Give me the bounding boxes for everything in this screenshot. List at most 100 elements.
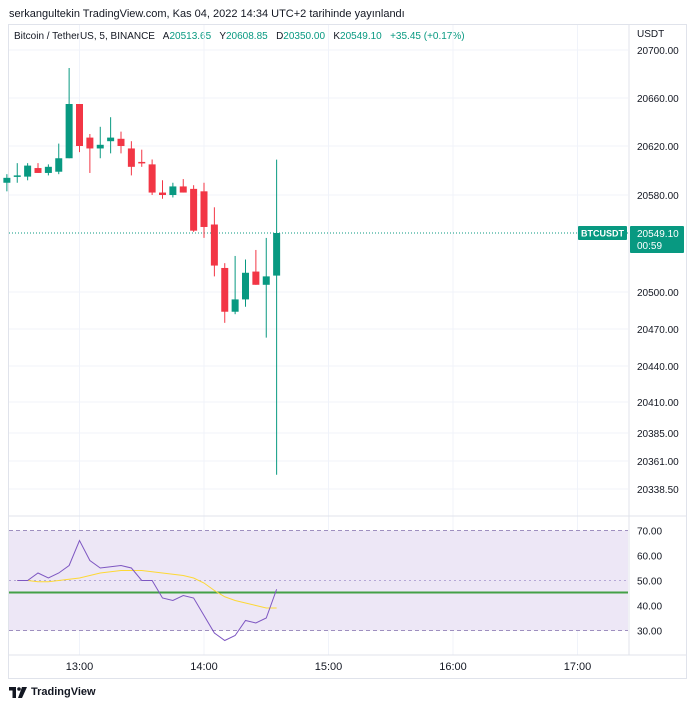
candle-body [55,158,63,172]
candle-body [169,186,177,195]
price-tick-label: 20385.00 [637,429,679,440]
candle-body [24,165,32,177]
chart-frame [8,24,687,679]
time-tick-label: 13:00 [66,661,94,673]
candle [24,163,32,181]
candle-body [13,175,21,177]
candle-body [96,144,104,149]
legend-low-label: D [276,31,284,42]
candle-body [221,267,229,312]
candle [210,207,218,277]
price-axis: USDT 20700.00 20660.00 20620.00 20580.00 2050… [637,29,679,496]
price-tick-label: 20660.00 [637,94,679,105]
publish-line: serkangultekin TradingView.com, Kas 04, … [9,8,405,20]
candle [65,68,73,159]
time-tick-label: 14:00 [190,661,218,673]
candle [252,249,260,285]
candle-body [34,168,42,173]
candle [76,104,83,153]
price-tag-box [630,226,684,253]
candle-body [273,233,281,276]
rsi-tick-label: 40.00 [637,602,662,613]
candle-body [231,299,239,312]
candle [44,164,52,176]
rsi-pane: 70.00 60.00 50.00 40.00 30.00 [9,527,662,642]
candle-body [148,164,156,193]
candle [273,159,281,475]
candle [34,163,42,173]
currency-label: USDT [637,29,664,40]
price-tick-label: 20440.00 [637,362,679,373]
tradingview-brand-name: TradingView [31,686,96,698]
candle [190,185,198,232]
candle-body [210,224,218,266]
candle [169,182,177,198]
candle [159,180,166,199]
candle [96,126,104,159]
price-tick-label: 20361.00 [637,457,679,468]
candle-body [190,188,198,231]
price-tick-label: 20580.00 [637,191,679,202]
legend-open-value: 20513.65 [169,31,212,42]
time-tick-label: 16:00 [439,661,467,673]
candle-body [107,137,115,142]
candle-body [86,137,94,149]
tradingview-logo-icon [9,686,27,698]
price-tick-label: 20700.00 [637,46,679,57]
candle-body [127,148,135,167]
candle [117,131,125,154]
candle [179,179,187,193]
rsi-tick-label: 70.00 [637,527,662,538]
candle-body [44,166,52,173]
chart-legend: Bitcoin / TetherUS, 5, BINANCE A20513.65… [14,31,465,42]
price-tick-label: 20470.00 [637,325,679,336]
candle [86,134,94,173]
price-tag-countdown: 00:59 [637,241,662,252]
candle [3,174,11,192]
candle-body [138,161,146,164]
rsi-tick-label: 60.00 [637,552,662,563]
candle-body [242,272,249,300]
price-tick-label: 20338.50 [637,485,679,496]
rsi-tick-label: 50.00 [637,577,662,588]
rsi-tick-label: 30.00 [637,627,662,638]
candle [231,255,239,315]
time-tick-label: 17:00 [564,661,592,673]
candle-body [200,191,208,227]
symbol-tag-label: BTCUSDT [581,229,624,239]
candle-body [76,104,83,146]
candle-body [159,192,166,195]
legend-close-label: K [333,31,341,42]
candle [148,159,156,195]
candle-body [262,276,270,285]
legend-symbol[interactable]: Bitcoin / TetherUS, 5, BINANCE [14,31,155,42]
candle [242,259,249,307]
legend-high-value: 20608.85 [226,31,268,42]
legend-open-label: A [162,31,170,42]
candle [127,141,135,176]
candle-body [3,177,11,183]
candle-body [252,271,260,285]
tradingview-brand[interactable]: TradingView [9,686,96,698]
candle [138,149,146,167]
price-tick-label: 20410.00 [637,398,679,409]
rsi-line [17,539,278,642]
time-axis: 13:00 14:00 15:00 16:00 17:00 [66,661,592,673]
candle-body [117,138,125,146]
symbol-tag [578,226,627,240]
candle-body [179,186,187,193]
candle [200,182,208,238]
time-tick-label: 15:00 [315,661,343,673]
candle [107,117,115,154]
candles [3,68,281,475]
rsi-ma-line [17,570,277,609]
candle [221,263,229,323]
candle [55,143,63,175]
legend-change: +35.45 (+0.17%) [390,31,465,42]
legend-close-value: 20549.10 [340,31,382,42]
candle [262,237,270,338]
candle-body [65,104,73,159]
price-tick-label: 20500.00 [637,288,679,299]
